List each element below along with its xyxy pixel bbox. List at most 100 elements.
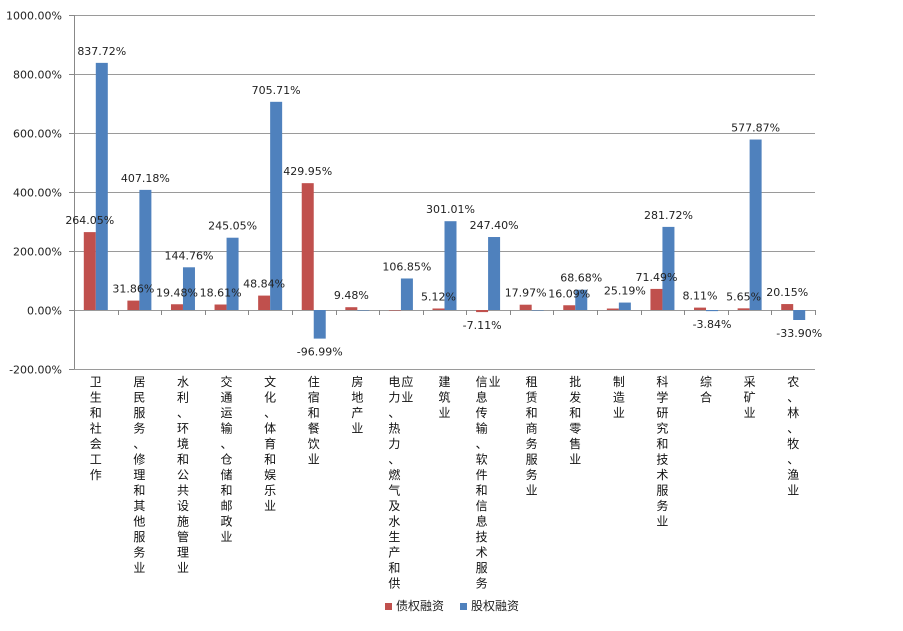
category-label-char: 餐	[308, 421, 320, 436]
data-label: 16.09%	[548, 287, 590, 300]
category-label-char: 体	[264, 422, 276, 436]
category-label-char: 息	[476, 390, 488, 405]
legend-label: 股权融资	[471, 599, 519, 613]
category-label-char: 技	[476, 530, 488, 544]
category-label-char: 乐	[264, 484, 276, 498]
category-label-char: 、	[476, 437, 488, 451]
category-label-char: 通	[221, 391, 233, 405]
category-label-char: 他	[133, 515, 145, 529]
bar-equity	[139, 189, 152, 310]
category-label: 制造业	[613, 375, 625, 420]
bar-debt	[432, 308, 445, 310]
data-labels: 264.05% 837.72% 31.86% 407.18% 19.48% 144.76%…	[65, 45, 822, 359]
y-axis-ticks: -200.00% 0.00% 200.00% 400.00% 600.00% 800.00…	[6, 10, 74, 377]
category-label-char: 施	[177, 515, 189, 529]
category-label-char: 输	[221, 421, 233, 436]
legend-swatch	[460, 603, 467, 610]
category-label-char: 文	[264, 374, 276, 389]
category-label-char: 术	[656, 468, 668, 482]
bar-equity	[182, 267, 195, 310]
bar-equity	[706, 310, 719, 312]
category-label-char: 和	[569, 406, 581, 420]
category-label-char: 服	[476, 561, 488, 575]
category-label-char: 术	[476, 546, 488, 560]
bar-debt	[694, 307, 707, 310]
data-label: 25.19%	[604, 285, 646, 298]
y-tick-label: 1000.00%	[6, 10, 62, 23]
category-label-char: 政	[221, 515, 233, 529]
category-label-char: 合	[700, 390, 712, 405]
data-label: 429.95%	[283, 165, 332, 178]
category-label-char: 造	[613, 391, 625, 405]
legend-label: 债权融资	[396, 599, 444, 613]
data-label: 264.05%	[65, 214, 114, 227]
category-label-char: 租	[526, 375, 538, 389]
category-label-char: 业	[177, 561, 189, 575]
category-label-char: 、	[264, 406, 276, 420]
category-label-char: 理	[177, 546, 189, 560]
category-label-char: 学	[656, 390, 668, 405]
category-label-char: 筑	[438, 390, 450, 405]
category-label-char: 输	[476, 421, 488, 436]
bar-debt	[476, 310, 489, 313]
category-label-char: 务	[526, 467, 538, 482]
category-label-char: 务	[133, 545, 145, 560]
data-label: 8.11%	[683, 290, 718, 303]
category-label: 综合	[700, 375, 712, 405]
category-label-char: 务	[476, 576, 488, 591]
category-label-char: 业	[308, 453, 320, 467]
data-label: -33.90%	[776, 327, 822, 340]
category-labels: 卫生和社会工作居民服务、修理和其他服务业水利、环境和公共设施管理业交通运输、仓储…	[90, 374, 799, 591]
data-label: -3.84%	[693, 318, 732, 331]
category-label-char: 业	[787, 484, 799, 498]
data-label: 407.18%	[121, 172, 170, 185]
category-label-char: 水	[388, 515, 400, 529]
category-label-char: 其	[133, 499, 145, 513]
category-label-char: 采	[744, 375, 756, 389]
bar-equity	[313, 310, 326, 339]
bar-equity	[749, 139, 762, 310]
category-label-char: 、	[133, 437, 145, 451]
data-label: 17.97%	[505, 287, 547, 300]
category-label: 建筑业	[438, 375, 450, 420]
category-label-char: 业	[264, 499, 276, 513]
bar-equity	[444, 221, 457, 310]
category-label-char: 管	[177, 529, 189, 544]
bar-debt	[127, 300, 140, 310]
category-label-char: 会	[90, 437, 102, 451]
category-label-char: 建	[438, 375, 450, 389]
category-label-char: 和	[476, 484, 488, 498]
category-label-char: 业	[133, 561, 145, 575]
category-label-char: 工	[90, 453, 102, 467]
category-label-char: 理	[133, 468, 145, 482]
category-label-char: 、	[787, 391, 799, 405]
data-label: 301.01%	[426, 203, 475, 216]
data-label: -7.11%	[463, 319, 502, 332]
category-label-char: 化	[264, 391, 276, 405]
y-tick-label: 600.00%	[13, 128, 62, 141]
category-label-char: 供	[388, 577, 400, 591]
category-label-char: 零	[569, 422, 581, 436]
data-label: 71.49%	[635, 271, 677, 284]
legend: 债权融资 股权融资	[385, 599, 519, 613]
category-label-char: 应	[401, 374, 413, 389]
category-label-char: 育	[264, 436, 276, 451]
category-label-char: 究	[656, 421, 668, 436]
bar-equity	[618, 302, 631, 310]
category-label-char: 热	[388, 422, 400, 436]
bar-equity	[95, 62, 108, 310]
category-label-char: 批	[569, 374, 581, 389]
category-label-char: 和	[133, 484, 145, 498]
category-label-char: 林	[787, 406, 799, 420]
category-label-char: 业	[401, 391, 413, 405]
category-label-char: 产	[388, 546, 400, 560]
category-label-char: 务	[656, 498, 668, 513]
